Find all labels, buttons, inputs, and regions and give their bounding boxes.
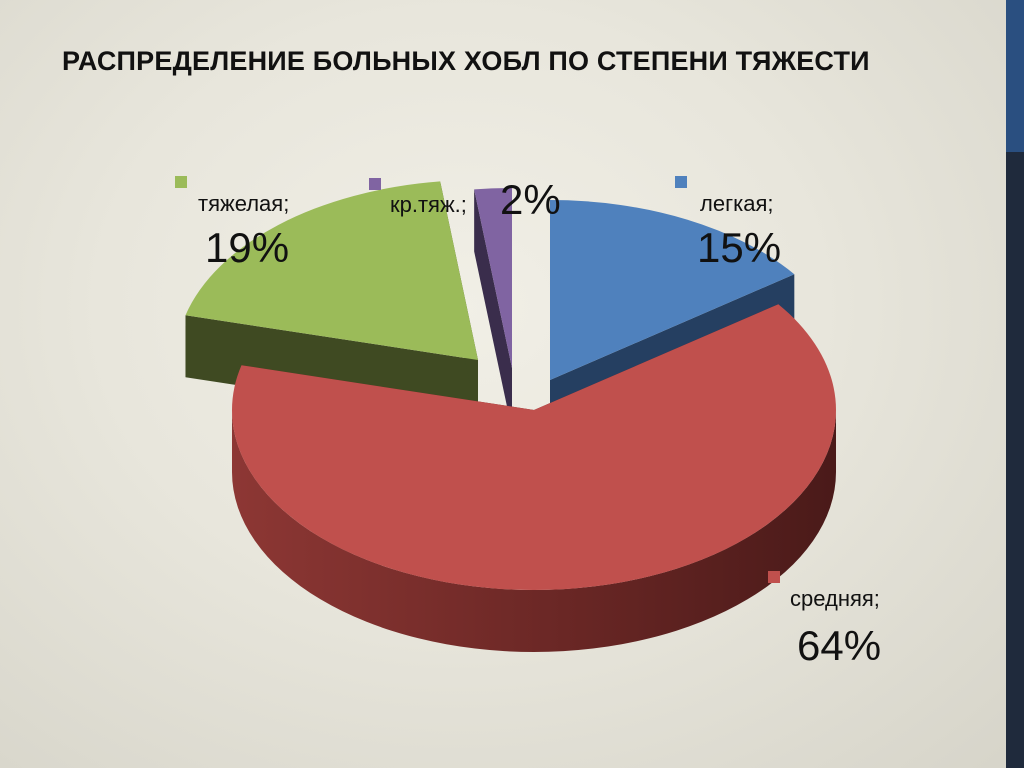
legend-swatch-легкая [675, 176, 687, 188]
slice-label-легкая: легкая; [700, 191, 773, 216]
slice-percent-кртяж: 2% [500, 176, 561, 223]
slice-label-кртяж: кр.тяж.; [390, 192, 467, 217]
slice-top-легкая [550, 200, 795, 380]
slice-кртяж [474, 188, 512, 430]
slice-wall-кртяж-0 [474, 189, 512, 430]
slice-percent-легкая: 15% [697, 224, 781, 271]
side-strip-accent [1006, 0, 1024, 152]
pie-labels: легкая; 15% средняя; 64% тяжелая; 19% кр.тяж.;… [175, 176, 881, 669]
slice-средняя [231, 304, 837, 652]
slice-side-средняя [232, 410, 836, 652]
legend-swatch-кртяж [369, 178, 381, 190]
slice-top-тяжелая [185, 181, 478, 360]
slide-title: РАСПРЕДЕЛЕНИЕ БОЛЬНЫХ ХОБЛ ПО СТЕПЕНИ ТЯ… [62, 46, 870, 76]
pie-slices [185, 181, 837, 652]
slice-label-тяжелая: тяжелая; [198, 191, 289, 216]
slice-percent-средняя: 64% [797, 622, 881, 669]
legend-swatch-средняя [768, 571, 780, 583]
slice-percent-тяжелая: 19% [205, 224, 289, 271]
legend-swatch-тяжелая [175, 176, 187, 188]
slice-top-кртяж [474, 188, 512, 368]
pie-chart: легкая; 15% средняя; 64% тяжелая; 19% кр.тяж.;… [175, 176, 881, 669]
slice-label-средняя: средняя; [790, 586, 880, 611]
slice-top-средняя [231, 304, 837, 590]
side-strip [1006, 0, 1024, 768]
